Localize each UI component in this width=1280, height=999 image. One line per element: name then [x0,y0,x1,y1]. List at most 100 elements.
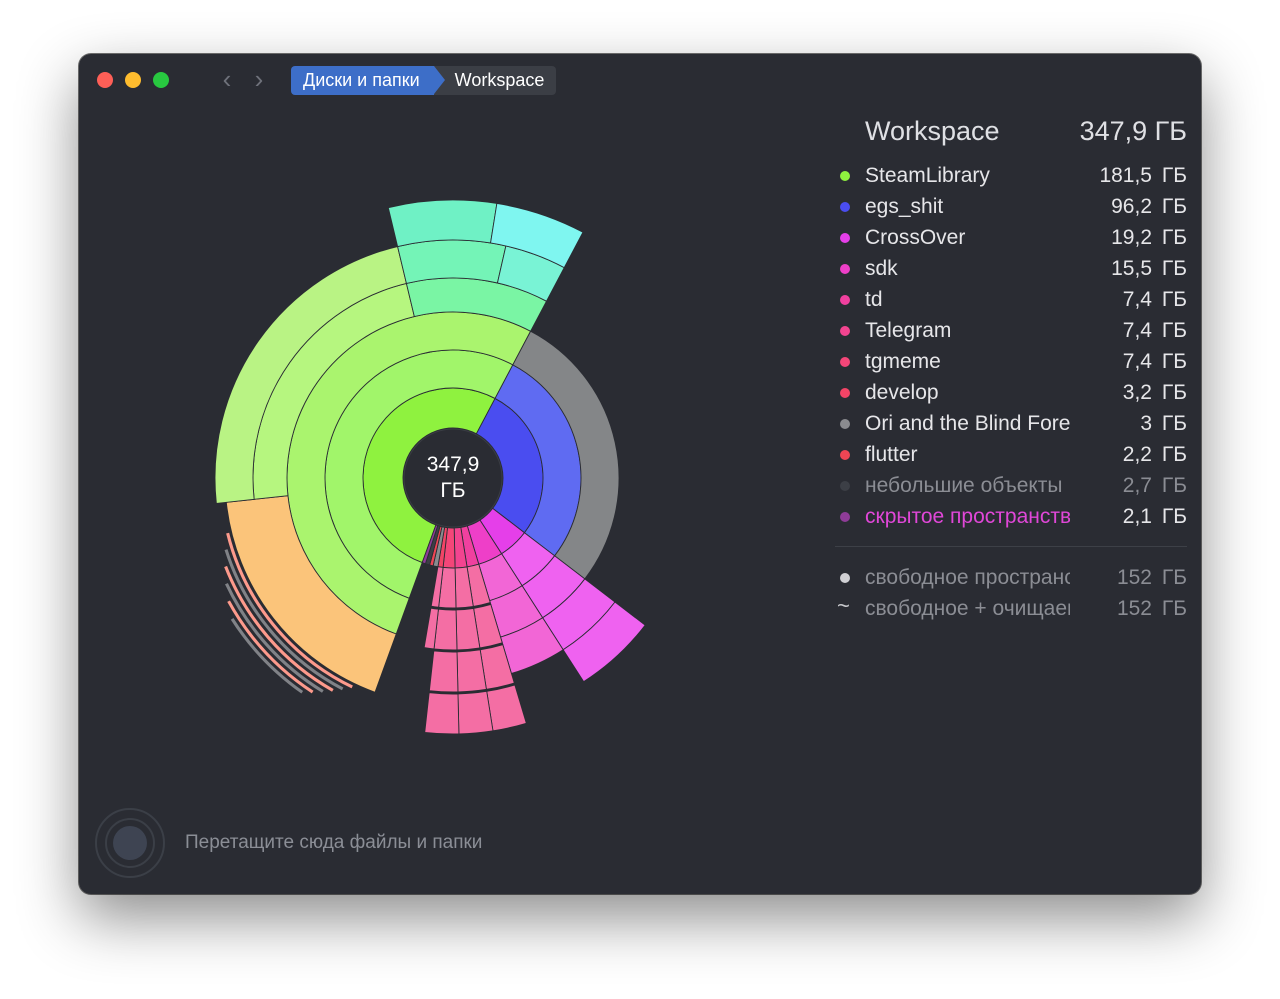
color-dot-icon [840,295,850,305]
legend-item-size: 96,2 [1111,195,1152,218]
color-dot-icon [840,326,850,336]
legend-item-unit: ГБ [1161,257,1187,280]
crossover-ring-3[interactable] [562,601,646,683]
Telegram-ring-3[interactable] [457,690,494,735]
legend-item-unit: ГБ [1161,288,1187,311]
color-dot-icon [840,419,850,429]
legend-item[interactable]: tgmeme 7,4 ГБ [835,346,1187,377]
legend-item-label: свободное + очищаемое [865,597,1070,620]
steam-outer-sliver-1[interactable] [223,547,345,692]
steam-ring5-teal[interactable] [397,239,507,285]
legend-item-label: Ori and the Blind Forest [865,412,1070,435]
develop-ring-0[interactable] [430,566,444,608]
breadcrumb: Диски и папки Workspace [291,66,557,95]
legend-item-size: 3 [1140,412,1152,435]
tgmeme-ring-3[interactable] [424,692,460,735]
legend-item-size: 7,4 [1122,350,1152,373]
legend-item-unit: ГБ [1161,226,1187,249]
drop-target-icon[interactable] [95,808,165,878]
legend-item-label: скрытое пространство [865,505,1070,528]
legend-item[interactable]: sdk 15,5 ГБ [835,253,1187,284]
center-total-unit: ГБ [440,479,466,502]
breadcrumb-workspace[interactable]: Workspace [433,66,557,95]
legend-folder-name: Workspace [865,116,1000,146]
develop-ring-1[interactable] [423,607,439,650]
color-dot-icon [840,573,850,583]
legend-divider [835,546,1187,547]
legend-item[interactable]: flutter 2,2 ГБ [835,439,1187,470]
legend-item-label: SteamLibrary [865,164,990,187]
legend-item-label: небольшие объекты [865,474,1063,497]
forward-arrow-icon[interactable]: › [254,64,264,94]
color-dot-icon [840,481,850,491]
color-dot-icon [840,264,850,274]
sunburst-center-total[interactable]: 347,9 ГБ [403,452,503,504]
legend-item-size: 7,4 [1122,288,1152,311]
ring1-segment-скрытое-пространство[interactable] [421,524,439,565]
legend-item[interactable]: CrossOver 19,2 ГБ [835,222,1187,253]
legend-item[interactable]: Telegram 7,4 ГБ [835,315,1187,346]
td-ring-3[interactable] [486,684,527,732]
back-arrow-icon[interactable]: ‹ [222,64,232,94]
free-space-item[interactable]: свободное пространство 152 ГБ [835,562,1187,593]
drop-hint-text: Перетащите сюда файлы и папки [185,832,483,853]
legend-item-size: 2,1 [1122,505,1152,528]
steam-outer-sliver-5[interactable] [229,616,305,695]
legend-item-size: 152 [1116,597,1152,620]
tilde-icon: ~ [837,593,850,618]
legend-item-unit: ГБ [1161,443,1187,466]
legend-item-unit: ГБ [1161,350,1187,373]
legend-item[interactable]: SteamLibrary 181,5 ГБ [835,160,1187,191]
legend-item-unit: ГБ [1161,381,1187,404]
legend-list: SteamLibrary 181,5 ГБ egs_shit 96,2 ГБ CrossOv… [835,160,1187,532]
legend-item-size: 2,2 [1122,443,1152,466]
legend-item-label: свободное пространство [865,566,1070,589]
minimize-window-button[interactable] [125,72,141,88]
legend-item-size: 15,5 [1111,257,1152,280]
legend-panel: Workspace 347,9 ГБ SteamLibrary 181,5 ГБ eg… [835,114,1187,624]
legend-item[interactable]: небольшие объекты 2,7 ГБ [835,470,1187,501]
steam-outer-sliver-3[interactable] [223,581,325,695]
legend-item-label: Telegram [865,319,952,342]
legend-item-unit: ГБ [1161,164,1187,187]
color-dot-icon [840,233,850,243]
steam-ring6-teal[interactable] [387,199,498,248]
breadcrumb-disks-folders[interactable]: Диски и папки [291,66,445,95]
legend-item[interactable]: egs_shit 96,2 ГБ [835,191,1187,222]
legend-item[interactable]: td 7,4 ГБ [835,284,1187,315]
legend-item[interactable]: develop 3,2 ГБ [835,377,1187,408]
legend-item-label: egs_shit [865,195,944,218]
legend-item-unit: ГБ [1161,474,1187,497]
tgmeme-ring-2[interactable] [428,650,459,693]
free-space-list: свободное пространство 152 ГБ ~ свободное + … [835,562,1187,624]
legend-item-label: flutter [865,443,918,466]
center-total-value: 347,9 [426,453,480,476]
steam-ring6-cyan[interactable] [490,202,584,269]
color-dot-icon [840,450,850,460]
legend-header: Workspace 347,9 ГБ [835,114,1187,150]
steam-outer-sliver-2[interactable] [222,564,335,693]
legend-item-unit: ГБ [1161,597,1187,620]
legend-item-label: sdk [865,257,898,280]
color-dot-icon [840,512,850,522]
free-space-item[interactable]: ~ свободное + очищаемое 152 ГБ [835,593,1187,624]
color-dot-icon [840,357,850,367]
legend-item-label: tgmeme [865,350,941,373]
close-window-button[interactable] [97,72,113,88]
legend-item-size: 3,2 [1122,381,1152,404]
sunburst-center-hole[interactable] [403,428,503,528]
sunburst-chart[interactable] [79,54,1201,894]
legend-item-unit: ГБ [1161,566,1187,589]
zoom-window-button[interactable] [153,72,169,88]
color-dot-icon [840,171,850,181]
app-window: ‹ › Диски и папки Workspace 347,9 ГБ Wor… [79,54,1201,894]
color-dot-icon [840,388,850,398]
legend-item-size: 19,2 [1111,226,1152,249]
legend-item[interactable]: Ori and the Blind Forest 3 ГБ [835,408,1187,439]
steam-outer-sliver-0[interactable] [225,531,355,690]
steam-outer-sliver-4[interactable] [226,599,315,695]
legend-item-size: 7,4 [1122,319,1152,342]
color-dot-icon [840,202,850,212]
legend-item[interactable]: скрытое пространство 2,1 ГБ [835,501,1187,532]
legend-item-size: 2,7 [1122,474,1152,497]
